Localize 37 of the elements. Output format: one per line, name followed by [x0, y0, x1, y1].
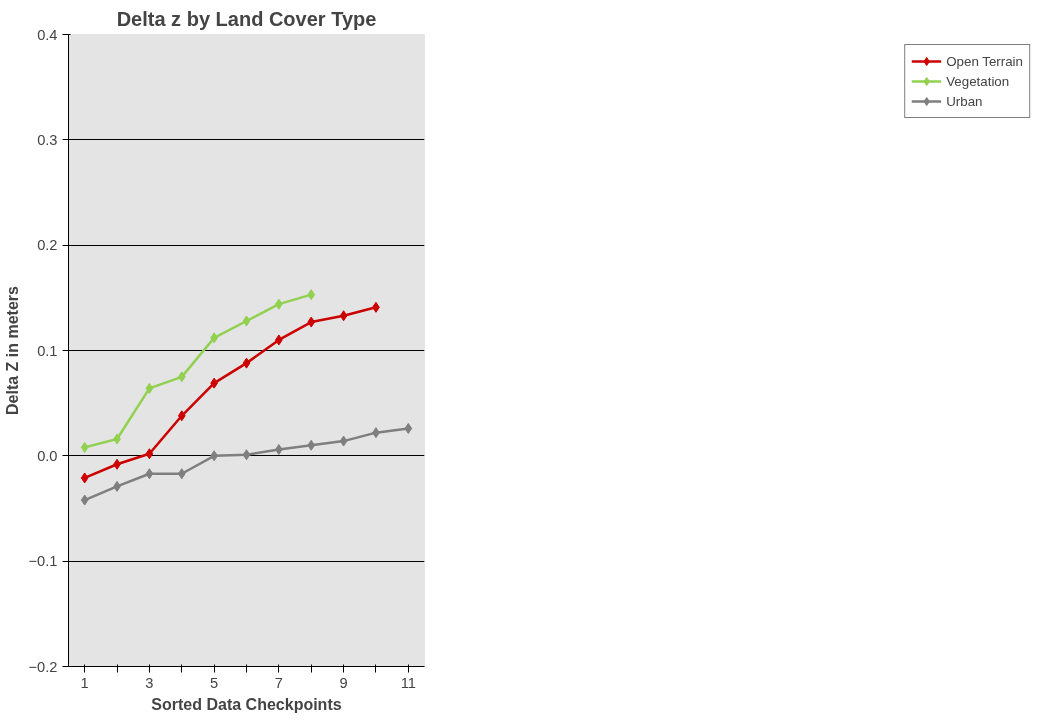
x-axis-title: Sorted Data Checkpoints: [151, 695, 342, 713]
point: [339, 435, 348, 447]
point: [307, 289, 316, 301]
legend-label: Urban: [946, 93, 983, 109]
y-axis-title: Delta Z in meters: [3, 285, 21, 415]
point: [242, 315, 251, 327]
point: [177, 468, 186, 480]
point: [404, 422, 413, 434]
x-tick-label: 5: [210, 674, 219, 691]
x-tick-label: 9: [339, 674, 348, 691]
point: [307, 439, 316, 451]
x-tick-label: 7: [274, 674, 283, 691]
y-tick-label: 0.3: [37, 131, 58, 148]
point: [339, 310, 348, 322]
point: [307, 316, 316, 328]
point: [177, 371, 186, 383]
y-tick-label: 0.0: [37, 447, 58, 464]
chart-title: Delta z by Land Cover Type: [116, 7, 377, 30]
point: [177, 410, 186, 422]
point: [80, 441, 89, 453]
y-tick-label: −0.1: [28, 553, 58, 570]
legend-label: Vegetation: [946, 73, 1010, 89]
legend-label: Open Terrain: [946, 53, 1023, 69]
y-tick-label: 0.4: [37, 26, 58, 43]
y-tick-label: −0.2: [28, 658, 58, 675]
point: [80, 472, 89, 484]
y-tick-label: 0.1: [37, 342, 58, 359]
point: [242, 357, 251, 369]
y-tick-label: 0.2: [37, 237, 58, 254]
x-tick-label: 11: [400, 674, 416, 691]
point: [242, 449, 251, 461]
x-tick-label: 3: [145, 674, 154, 691]
x-tick-label: 1: [80, 674, 89, 691]
point: [145, 468, 154, 480]
point: [145, 448, 154, 460]
point: [80, 494, 89, 506]
point: [145, 382, 154, 394]
